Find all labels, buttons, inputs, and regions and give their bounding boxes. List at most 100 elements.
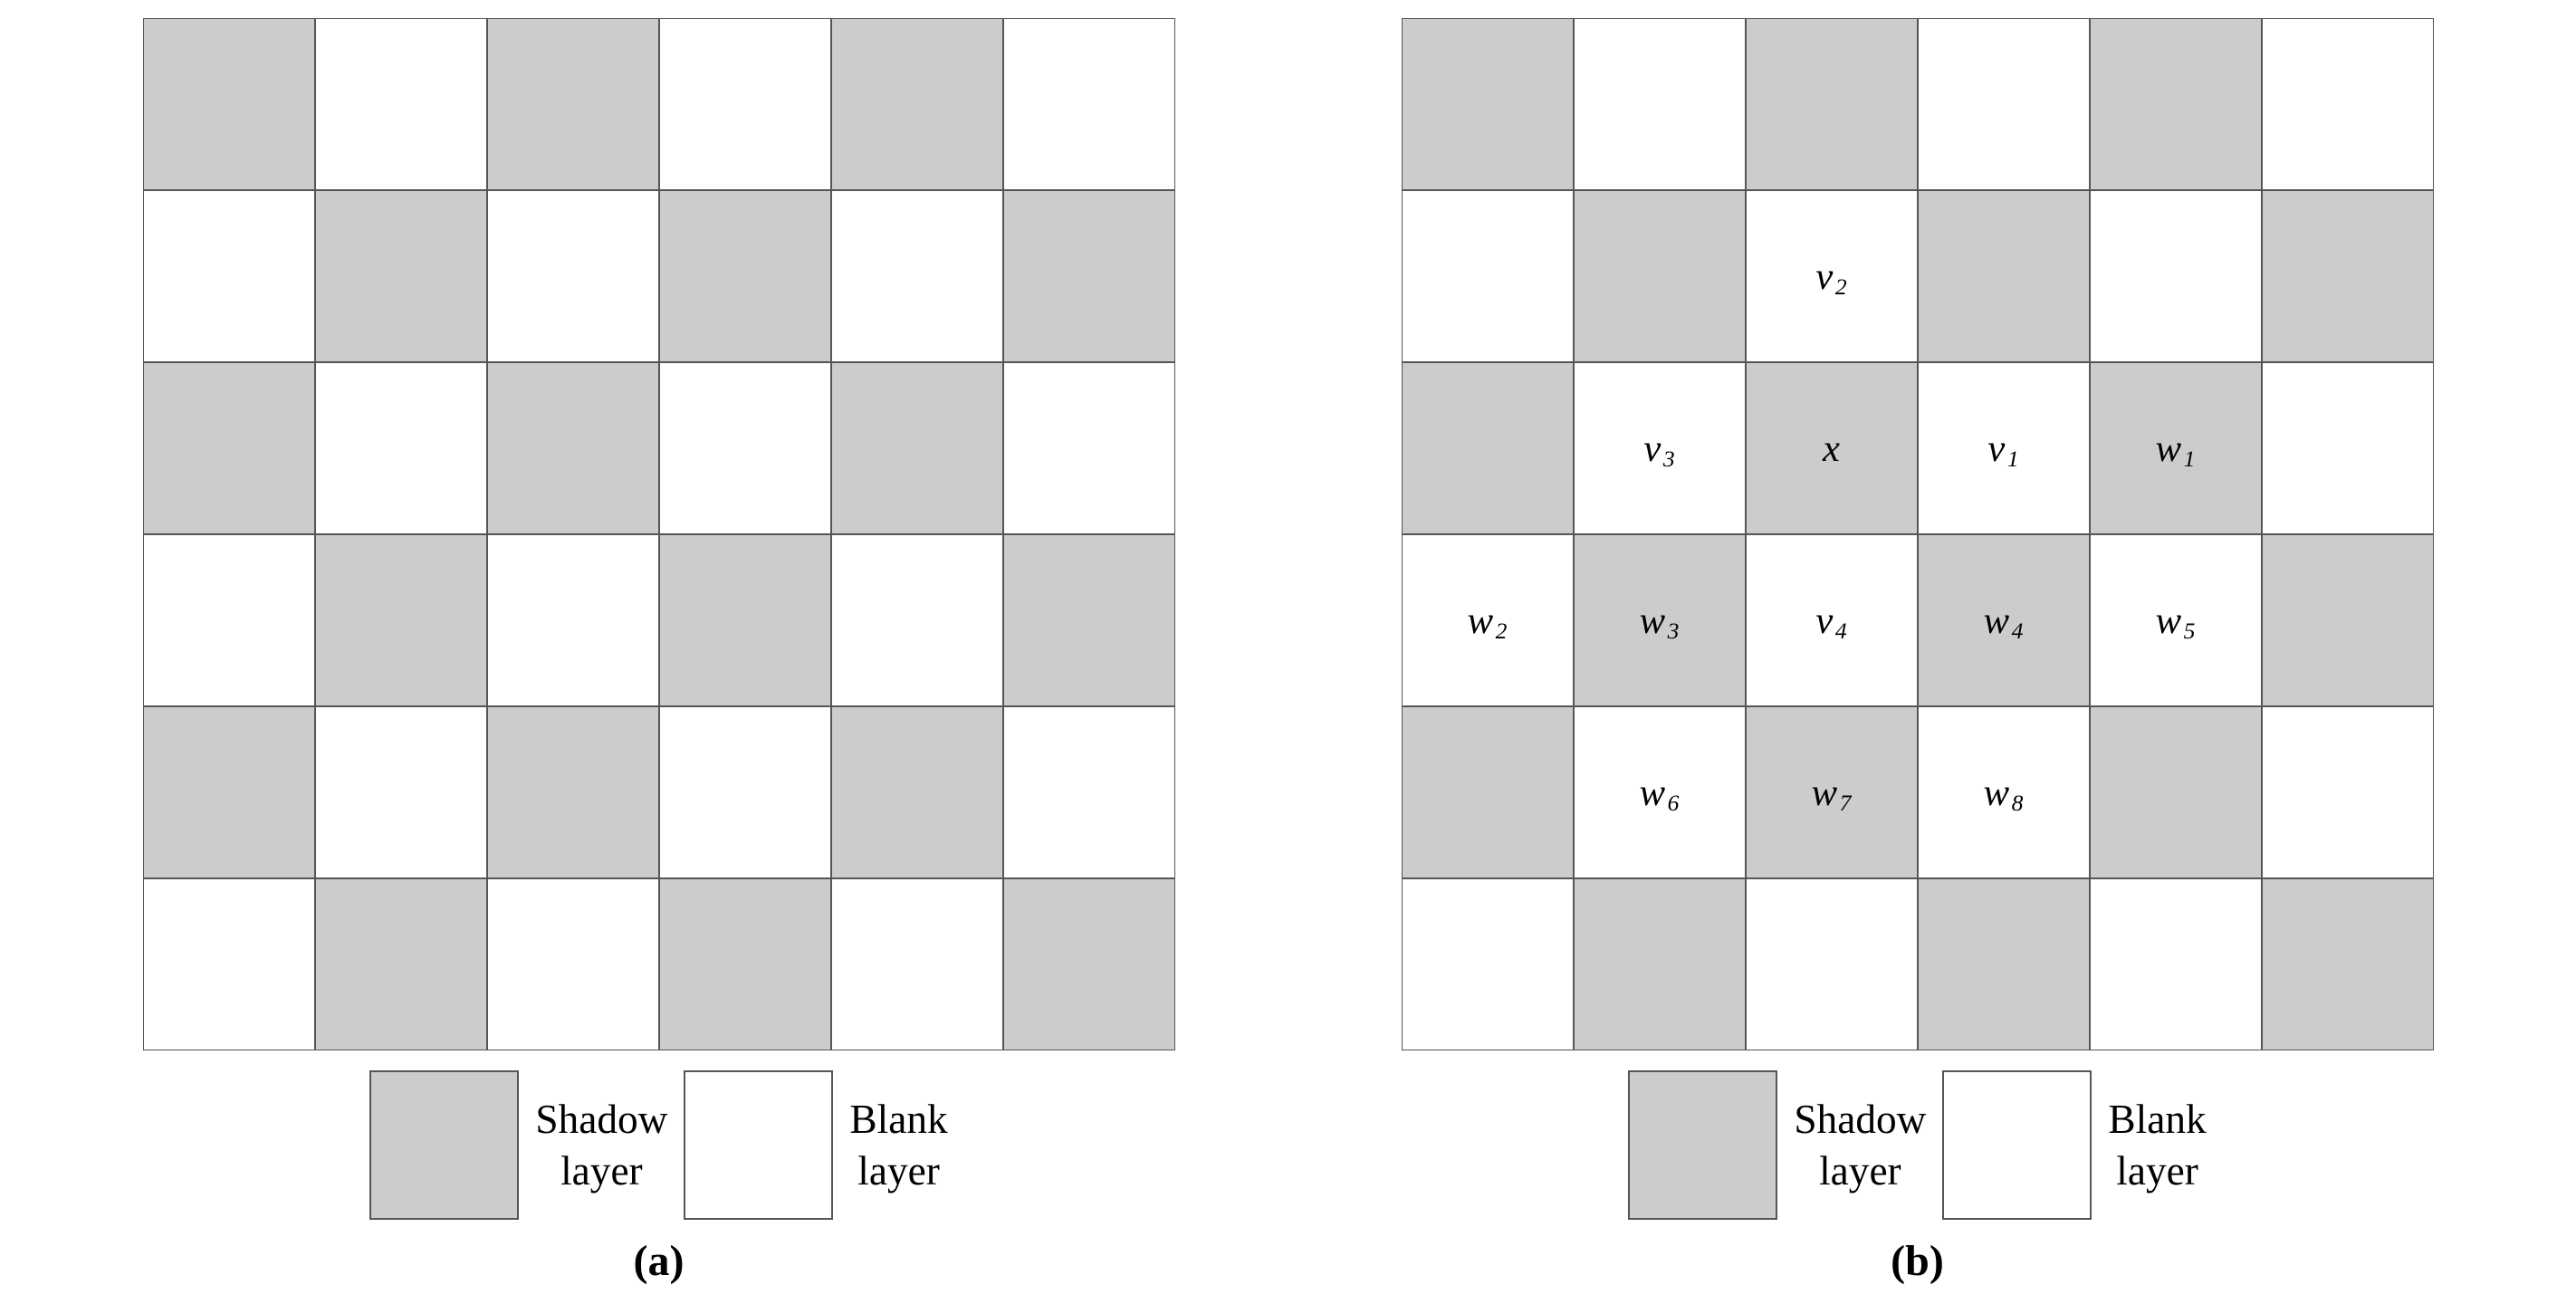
legend-shadow-line1-a: Shadow [535,1097,667,1142]
cell-a-r3c0 [143,534,315,706]
cell-a-r3c5 [1003,534,1175,706]
cell-a-r2c5 [1003,362,1175,534]
cell-a-r1c4 [831,190,1003,362]
cell-a-r4c1 [315,706,487,878]
cell-label-b-r2c3: v [1987,427,2005,471]
legend-blank-line2-a: layer [857,1148,940,1194]
cell-b-r2c3: v1 [1918,362,2090,534]
cell-sub-b-r2c3: 1 [2007,446,2019,473]
cell-b-r1c0 [1402,190,1574,362]
cell-b-r5c0 [1402,878,1574,1050]
legend-shadow-line2-b: layer [1819,1148,1901,1194]
cell-a-r4c3 [659,706,831,878]
cell-sub-b-r3c2: 4 [1835,618,1847,645]
legend-shadow-box-a [369,1070,519,1220]
legend-shadow-box-b [1628,1070,1777,1220]
cell-sub-b-r4c2: 7 [1840,790,1852,817]
cell-a-r2c3 [659,362,831,534]
cell-b-r5c4 [2090,878,2262,1050]
cell-b-r2c4: w1 [2090,362,2262,534]
cell-a-r4c2 [487,706,659,878]
cell-sub-b-r1c2: 2 [1835,273,1847,301]
legend-blank-line1-b: Blank [2108,1097,2206,1142]
cell-b-r3c4: w5 [2090,534,2262,706]
panel-b: v2v3xv1w1w2w3v4w4w5w6w7w8 Shadow layer B… [1402,18,2434,1286]
legend-blank-line1-a: Blank [849,1097,947,1142]
cell-a-r0c1 [315,18,487,190]
legend-shadow-text-b: Shadow layer [1794,1094,1926,1196]
cell-b-r2c0 [1402,362,1574,534]
cell-a-r3c3 [659,534,831,706]
cell-b-r1c3 [1918,190,2090,362]
cell-sub-b-r3c4: 5 [2184,618,2196,645]
cell-label-b-r2c1: v [1643,427,1661,471]
cell-a-r0c5 [1003,18,1175,190]
cell-a-r2c2 [487,362,659,534]
cell-b-r3c3: w4 [1918,534,2090,706]
cell-label-b-r3c1: w [1640,599,1665,643]
legend-shadow-line2-a: layer [560,1148,643,1194]
cell-label-b-r1c2: v [1815,254,1833,299]
cell-a-r1c2 [487,190,659,362]
cell-a-r0c4 [831,18,1003,190]
legend-blank-box-a [684,1070,833,1220]
cell-label-b-r3c3: w [1984,599,2009,643]
cell-b-r1c4 [2090,190,2262,362]
cell-b-r4c2: w7 [1746,706,1918,878]
panel-a: Shadow layer Blank layer (a) [143,18,1175,1286]
cell-a-r5c1 [315,878,487,1050]
grid-b: v2v3xv1w1w2w3v4w4w5w6w7w8 [1402,18,2434,1050]
cell-a-r1c0 [143,190,315,362]
cell-sub-b-r3c3: 4 [2012,618,2024,645]
cell-sub-b-r4c3: 8 [2012,790,2024,817]
cell-b-r4c5 [2262,706,2434,878]
cell-a-r2c4 [831,362,1003,534]
cell-b-r5c5 [2262,878,2434,1050]
cell-a-r3c1 [315,534,487,706]
cell-sub-b-r3c1: 3 [1668,618,1680,645]
cell-label-b-r3c4: w [2156,599,2181,643]
cell-b-r4c0 [1402,706,1574,878]
cell-a-r2c1 [315,362,487,534]
cell-a-r4c4 [831,706,1003,878]
cell-a-r1c3 [659,190,831,362]
cell-a-r2c0 [143,362,315,534]
cell-a-r0c3 [659,18,831,190]
legend-blank-line2-b: layer [2116,1148,2198,1194]
legend-shadow-text-a: Shadow layer [535,1094,667,1196]
cell-b-r4c1: w6 [1574,706,1746,878]
legend-blank-box-b [1942,1070,2092,1220]
cell-a-r3c4 [831,534,1003,706]
cell-b-r3c0: w2 [1402,534,1574,706]
cell-b-r1c1 [1574,190,1746,362]
cell-b-r0c3 [1918,18,2090,190]
cell-a-r1c1 [315,190,487,362]
cell-a-r5c2 [487,878,659,1050]
cell-b-r0c0 [1402,18,1574,190]
cell-label-b-r4c3: w [1984,771,2009,815]
cell-a-r4c0 [143,706,315,878]
cell-b-r0c4 [2090,18,2262,190]
cell-b-r4c4 [2090,706,2262,878]
cell-b-r3c1: w3 [1574,534,1746,706]
legend-blank-text-a: Blank layer [849,1094,947,1196]
cell-sub-b-r2c4: 1 [2184,446,2196,473]
cell-a-r0c2 [487,18,659,190]
cell-b-r0c1 [1574,18,1746,190]
cell-a-r3c2 [487,534,659,706]
legend-b: Shadow layer Blank layer [1628,1070,2206,1220]
cell-label-b-r4c1: w [1640,771,1665,815]
cell-sub-b-r3c0: 2 [1496,618,1508,645]
cell-b-r0c2 [1746,18,1918,190]
cell-b-r5c1 [1574,878,1746,1050]
cell-label-b-r2c2: x [1823,427,1840,471]
cell-b-r2c5 [2262,362,2434,534]
cell-label-b-r4c2: w [1812,771,1837,815]
cell-a-r5c3 [659,878,831,1050]
cell-b-r5c2 [1746,878,1918,1050]
cell-b-r1c2: v2 [1746,190,1918,362]
cell-label-b-r3c0: w [1468,599,1493,643]
cell-a-r5c4 [831,878,1003,1050]
cell-label-b-r3c2: v [1815,599,1833,643]
legend-blank-text-b: Blank layer [2108,1094,2206,1196]
